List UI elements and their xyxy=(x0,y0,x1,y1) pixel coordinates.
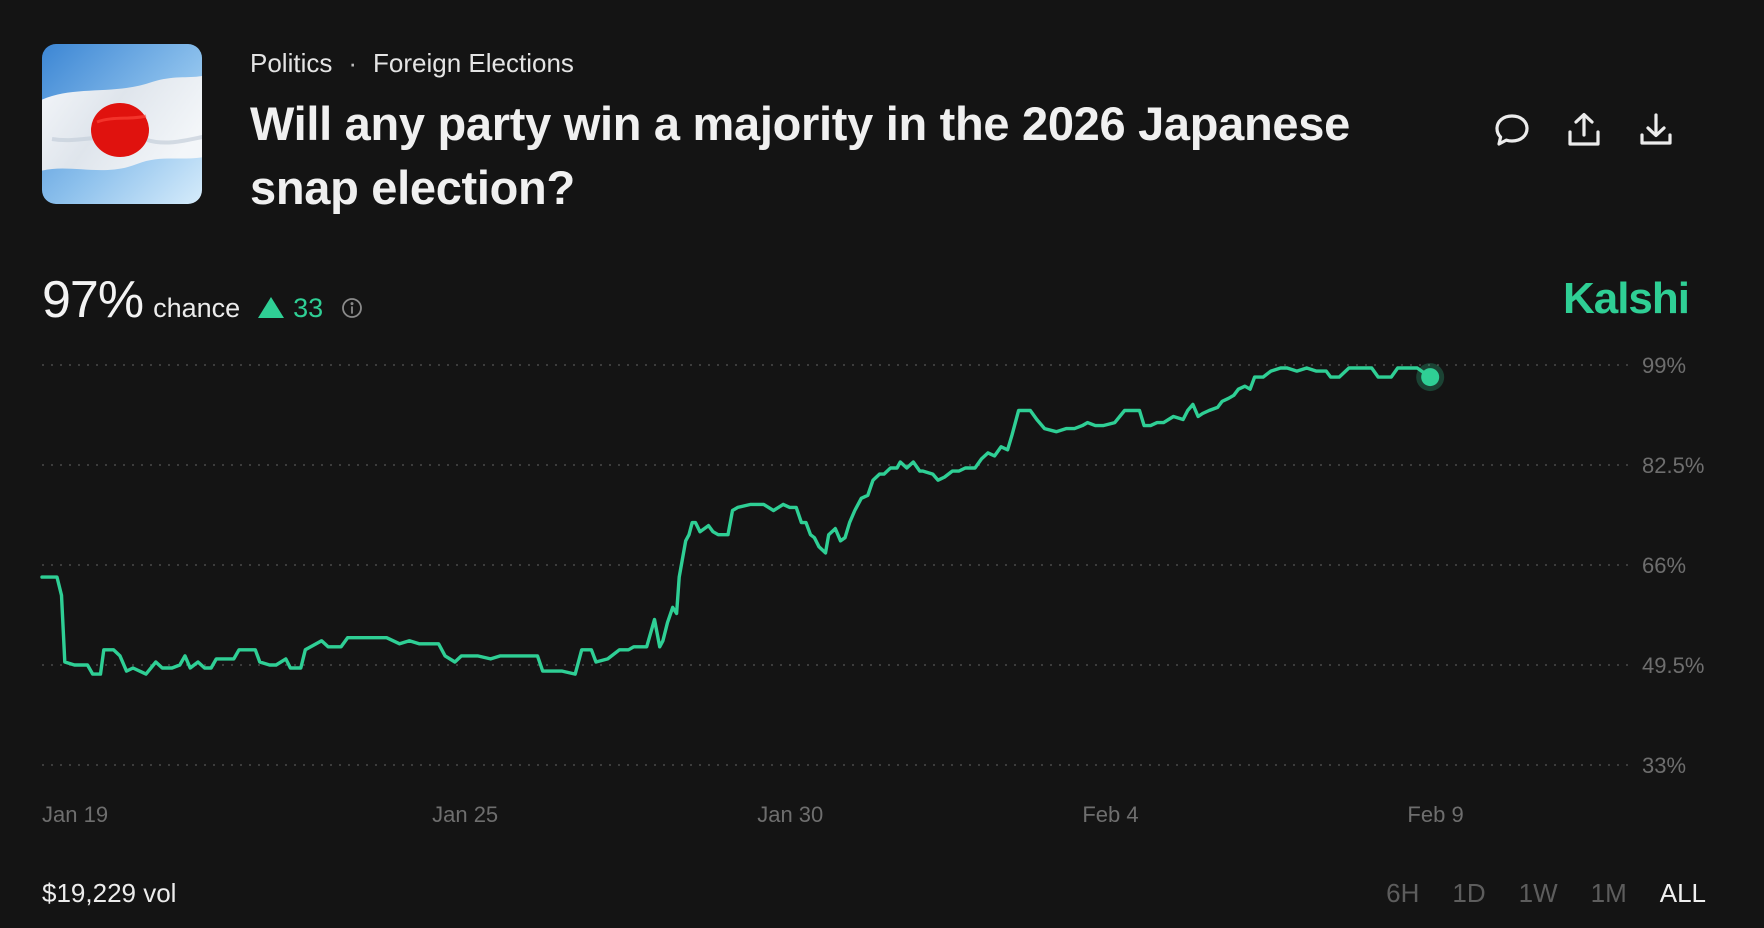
price-chart: 99% 82.5% 66% 49.5% 33% Jan 19 Jan 25 Jan 30 Fe… xyxy=(40,353,1704,827)
x-tick-label: Jan 30 xyxy=(757,802,823,827)
chance-label: chance xyxy=(153,293,241,323)
breadcrumb: Politics · Foreign Elections xyxy=(250,48,574,79)
y-tick-label: 66% xyxy=(1642,553,1686,578)
range-selector: 6H 1D 1W 1M ALL xyxy=(1353,878,1706,909)
volume-label: $19,229 vol xyxy=(42,878,177,908)
y-tick-label: 49.5% xyxy=(1642,653,1704,678)
info-icon[interactable] xyxy=(341,297,363,319)
range-1w[interactable]: 1W xyxy=(1518,878,1558,908)
kalshi-logo: Kalshi xyxy=(1562,274,1690,323)
y-tick-label: 82.5% xyxy=(1642,453,1704,478)
comment-button[interactable] xyxy=(1490,108,1534,152)
x-tick-label: Jan 25 xyxy=(432,802,498,827)
range-1d[interactable]: 1D xyxy=(1452,878,1486,908)
chance-value: 97% xyxy=(42,271,144,329)
triangle-up-icon xyxy=(258,297,285,318)
range-1m[interactable]: 1M xyxy=(1590,878,1627,908)
probability-summary: 97% chance 33 xyxy=(42,270,363,330)
change-badge: 33 xyxy=(258,293,323,324)
page-title: Will any party win a majority in the 202… xyxy=(250,97,1350,214)
range-6h[interactable]: 6H xyxy=(1386,878,1420,908)
breadcrumb-foreign-elections[interactable]: Foreign Elections xyxy=(373,48,574,78)
download-icon xyxy=(1640,113,1672,145)
y-tick-label: 33% xyxy=(1642,753,1686,778)
chart-x-axis: Jan 19 Jan 25 Jan 30 Feb 4 Feb 9 xyxy=(42,802,1464,827)
breadcrumb-separator: · xyxy=(348,48,358,78)
share-button[interactable] xyxy=(1562,108,1606,152)
x-tick-label: Jan 19 xyxy=(42,802,108,827)
x-tick-label: Feb 9 xyxy=(1407,802,1463,827)
japan-flag-image xyxy=(42,44,202,204)
x-tick-label: Feb 4 xyxy=(1082,802,1138,827)
chart-current-point xyxy=(1421,368,1440,387)
share-icon xyxy=(1568,112,1600,146)
breadcrumb-politics[interactable]: Politics xyxy=(250,48,333,78)
comment-icon xyxy=(1495,114,1529,146)
header-actions xyxy=(1490,108,1706,152)
chart-series-line xyxy=(40,366,1432,676)
chart-y-axis: 99% 82.5% 66% 49.5% 33% xyxy=(1642,353,1704,778)
download-button[interactable] xyxy=(1634,108,1678,152)
y-tick-label: 99% xyxy=(1642,353,1686,378)
chart-gridlines xyxy=(42,364,1630,766)
change-value: 33 xyxy=(293,293,324,323)
market-image xyxy=(42,44,202,204)
range-all[interactable]: ALL xyxy=(1659,878,1706,908)
